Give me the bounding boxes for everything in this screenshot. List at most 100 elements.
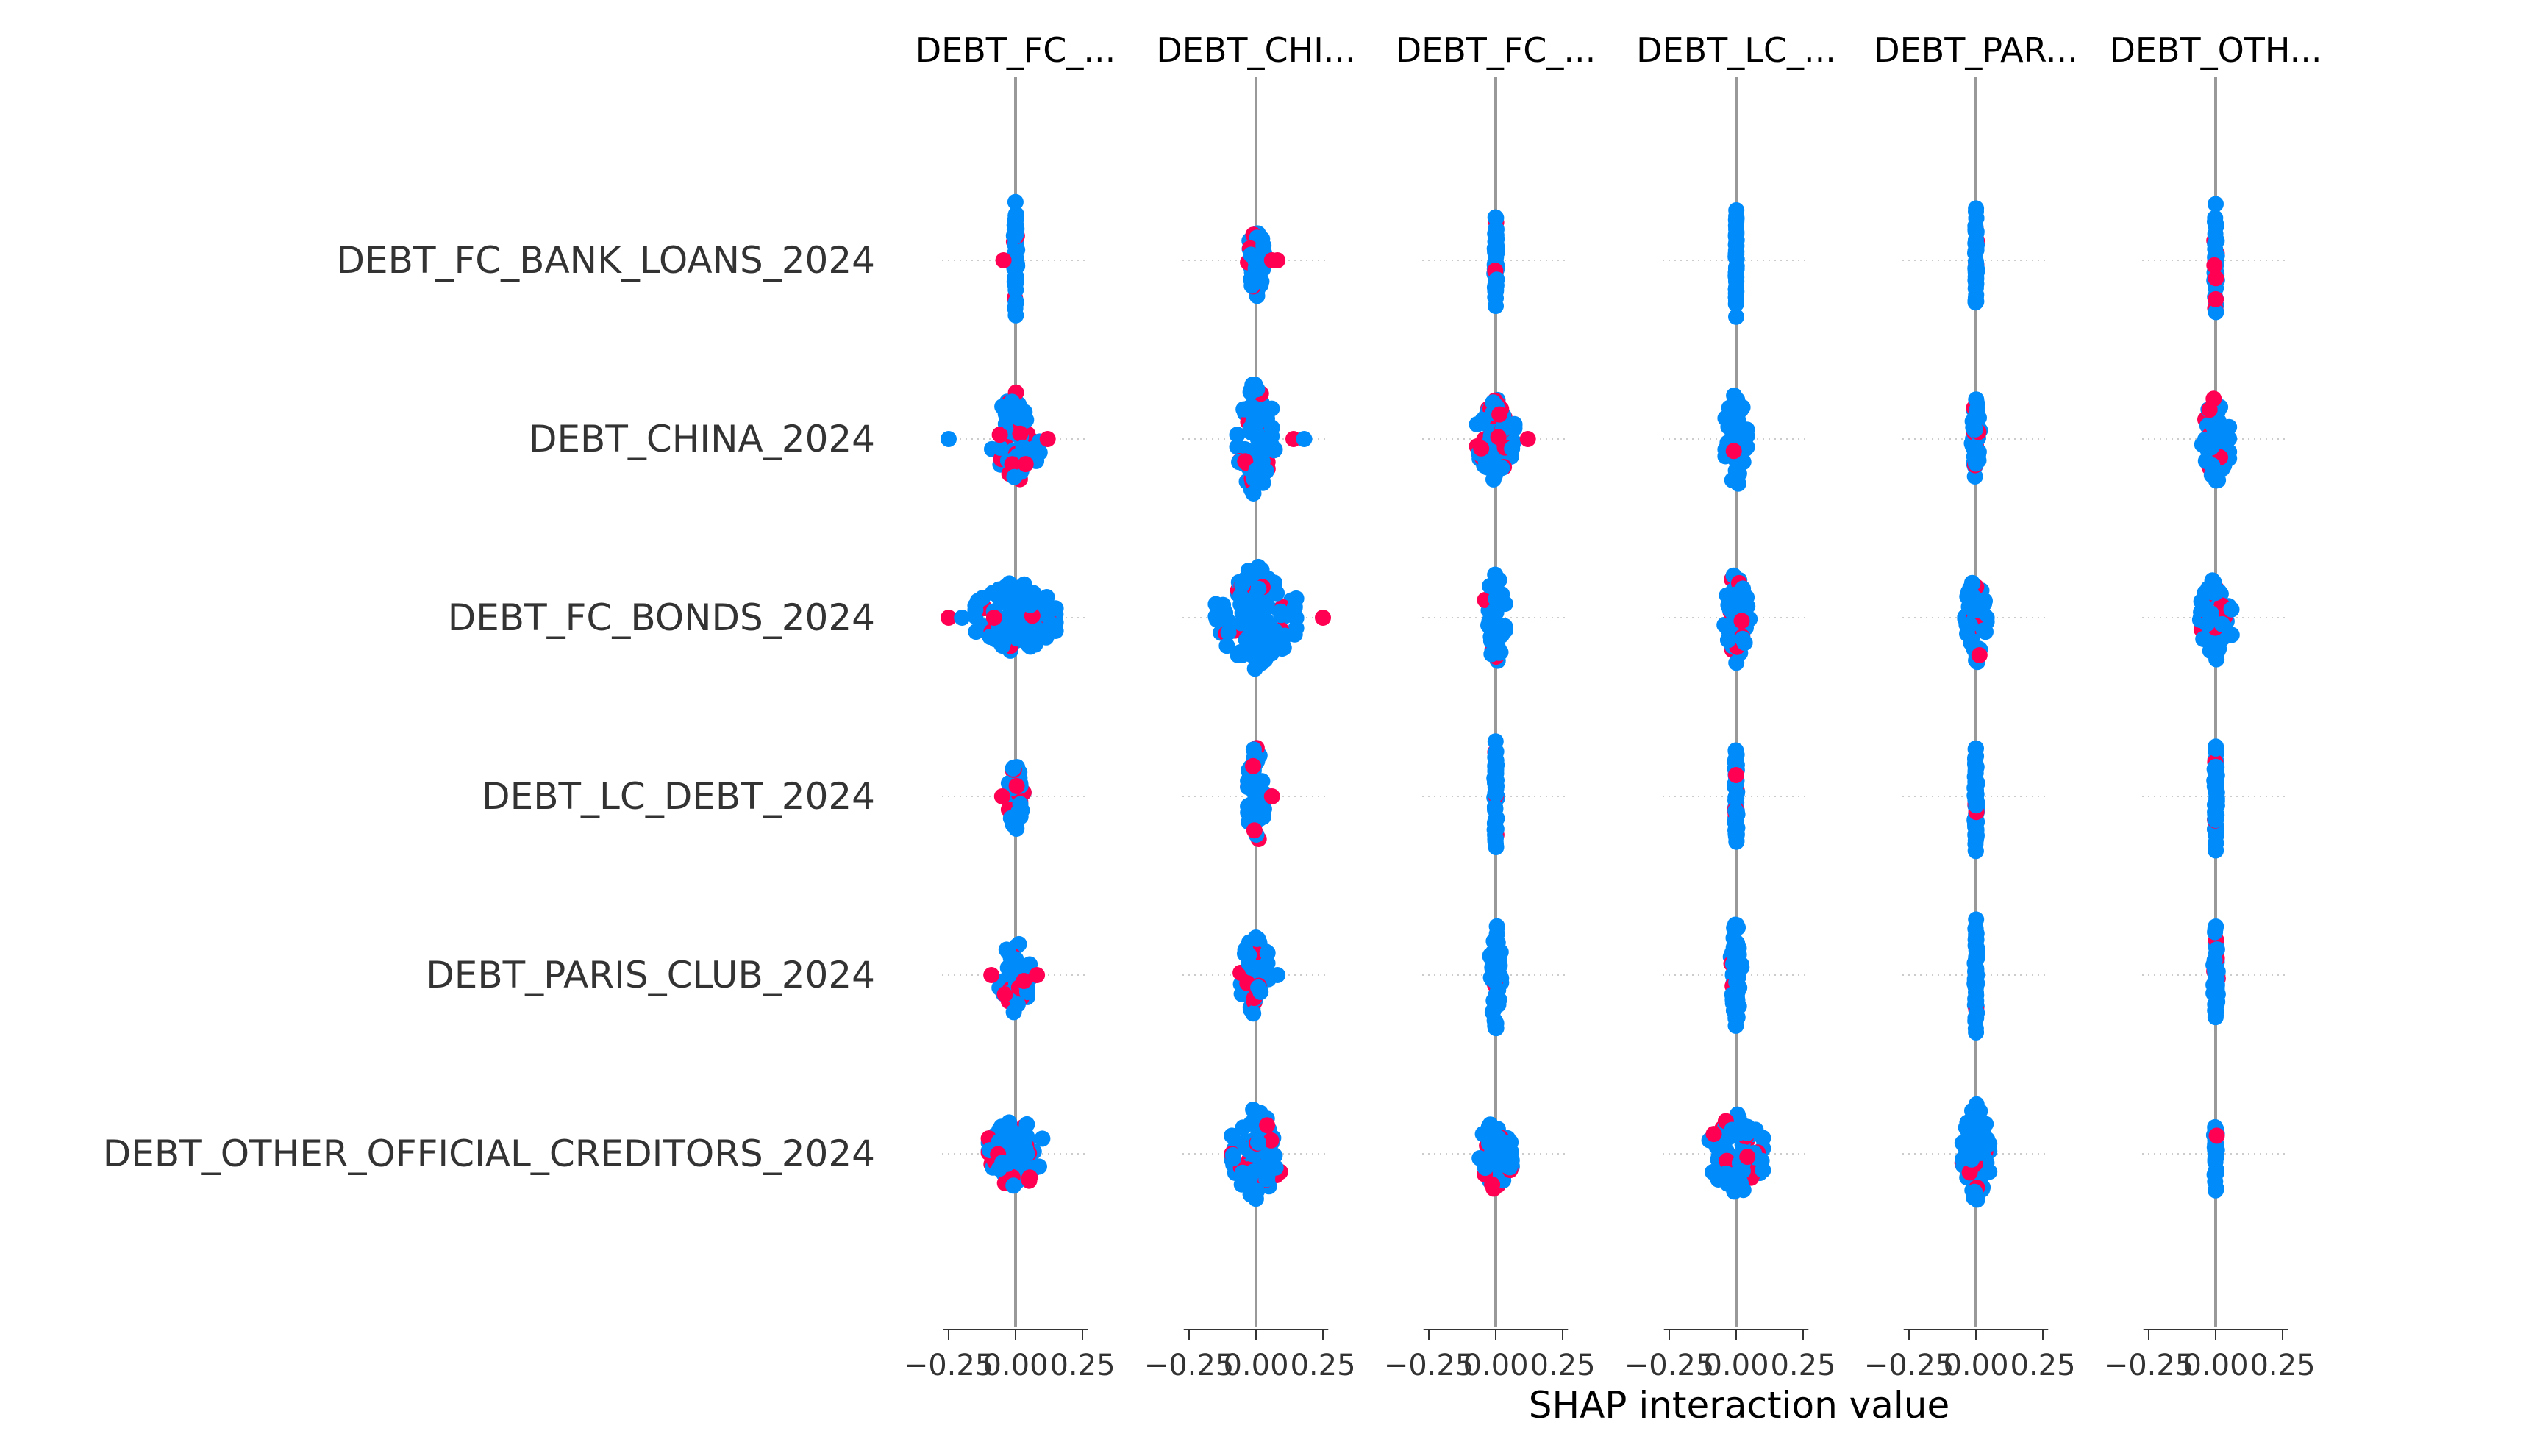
data-point xyxy=(1962,616,1978,633)
data-point xyxy=(1487,745,1504,762)
data-point xyxy=(1727,963,1743,979)
data-point xyxy=(1487,733,1504,750)
data-point xyxy=(1739,1149,1756,1166)
data-point xyxy=(1477,1160,1494,1177)
data-point xyxy=(1967,289,1984,306)
x-tick-label: −0.25 xyxy=(1864,1349,1955,1382)
data-point xyxy=(1481,613,1498,629)
data-point xyxy=(1968,797,1985,814)
data-point xyxy=(1488,298,1504,315)
data-point xyxy=(1249,1134,1266,1151)
x-axis-title: SHAP interaction value xyxy=(1529,1384,1949,1427)
data-point xyxy=(1010,957,1027,974)
column-title: DEBT_PAR... xyxy=(1874,30,2078,70)
data-point xyxy=(1963,1151,1980,1168)
data-point xyxy=(2208,196,2224,213)
data-point xyxy=(1968,984,1984,1001)
x-tick-label: −0.25 xyxy=(2104,1349,2194,1382)
feature-label: DEBT_PARIS_CLUB_2024 xyxy=(426,954,875,996)
data-point xyxy=(1484,1143,1501,1160)
data-point xyxy=(1487,820,1504,837)
data-point xyxy=(1483,646,1500,663)
data-point xyxy=(2205,429,2222,445)
data-point xyxy=(1315,610,1331,626)
data-point xyxy=(2208,290,2224,307)
x-tick-label: 0.00 xyxy=(1943,1349,2008,1382)
x-tick-label: −0.25 xyxy=(1624,1349,1715,1382)
data-point xyxy=(2208,1182,2224,1199)
data-point xyxy=(1243,1115,1260,1132)
data-point xyxy=(1970,443,1987,460)
data-point xyxy=(1296,431,1313,447)
data-point xyxy=(1245,757,1261,774)
data-point xyxy=(1487,284,1504,301)
data-point xyxy=(1039,431,1056,447)
data-point xyxy=(1728,246,1745,263)
data-point xyxy=(998,941,1015,958)
data-point xyxy=(2208,1003,2224,1020)
data-point xyxy=(1966,1189,1983,1206)
data-point xyxy=(996,986,1013,1003)
data-point xyxy=(992,439,1009,456)
x-tick-label: −0.25 xyxy=(1144,1349,1235,1382)
data-point xyxy=(1967,253,1984,270)
data-point xyxy=(2206,637,2222,654)
data-point xyxy=(1488,1020,1505,1037)
data-point xyxy=(1494,460,1510,477)
data-point xyxy=(1263,1132,1280,1149)
data-point xyxy=(1519,431,1536,447)
data-point xyxy=(983,967,1000,983)
data-point xyxy=(967,602,984,618)
data-point xyxy=(1735,580,1752,597)
zero-lines xyxy=(1014,77,2217,1327)
data-point xyxy=(1243,277,1260,294)
data-point xyxy=(1007,225,1024,242)
data-point xyxy=(1967,832,1984,849)
x-tick-label: 0.00 xyxy=(1223,1349,1288,1382)
data-point xyxy=(2202,605,2219,622)
data-point xyxy=(1038,589,1055,605)
data-point xyxy=(1232,588,1249,604)
data-point xyxy=(1017,456,1034,473)
data-point xyxy=(1487,233,1504,250)
data-point xyxy=(1250,580,1267,597)
x-tick-label: 0.00 xyxy=(2183,1349,2248,1382)
data-point xyxy=(1491,406,1508,423)
data-point xyxy=(1971,647,1988,663)
data-point xyxy=(1245,1005,1262,1022)
data-point xyxy=(1485,471,1502,488)
data-point xyxy=(1959,1114,1976,1131)
data-point xyxy=(1012,425,1029,442)
data-point xyxy=(1224,1127,1241,1144)
data-point xyxy=(1720,597,1737,613)
data-point xyxy=(1249,381,1266,398)
data-point xyxy=(1488,932,1505,949)
data-point xyxy=(1217,604,1234,621)
data-point xyxy=(2203,584,2220,601)
data-point xyxy=(1967,1013,1984,1029)
data-point xyxy=(1726,947,1743,963)
x-tick-label: 0.00 xyxy=(1703,1349,1769,1382)
data-point xyxy=(2208,790,2225,807)
data-point xyxy=(1488,580,1505,597)
x-tick-label: 0.25 xyxy=(1770,1349,1835,1382)
data-point xyxy=(1010,410,1027,427)
data-point xyxy=(1727,260,1744,277)
data-point xyxy=(1007,820,1024,837)
data-point xyxy=(1730,413,1746,429)
data-point xyxy=(1005,1177,1022,1194)
data-point xyxy=(1968,929,1985,946)
grid-lines xyxy=(942,260,2289,1155)
data-point xyxy=(1001,575,1018,592)
data-point xyxy=(954,610,971,626)
data-point xyxy=(1259,1117,1276,1134)
data-point xyxy=(1218,638,1235,654)
data-point xyxy=(1255,238,1272,254)
data-point xyxy=(1727,1010,1744,1027)
data-point xyxy=(1004,456,1021,473)
data-point xyxy=(1727,916,1744,933)
data-point xyxy=(1007,273,1024,290)
column-title: DEBT_CHI... xyxy=(1156,30,1355,70)
data-point xyxy=(1259,1157,1276,1174)
data-point xyxy=(2213,615,2230,632)
